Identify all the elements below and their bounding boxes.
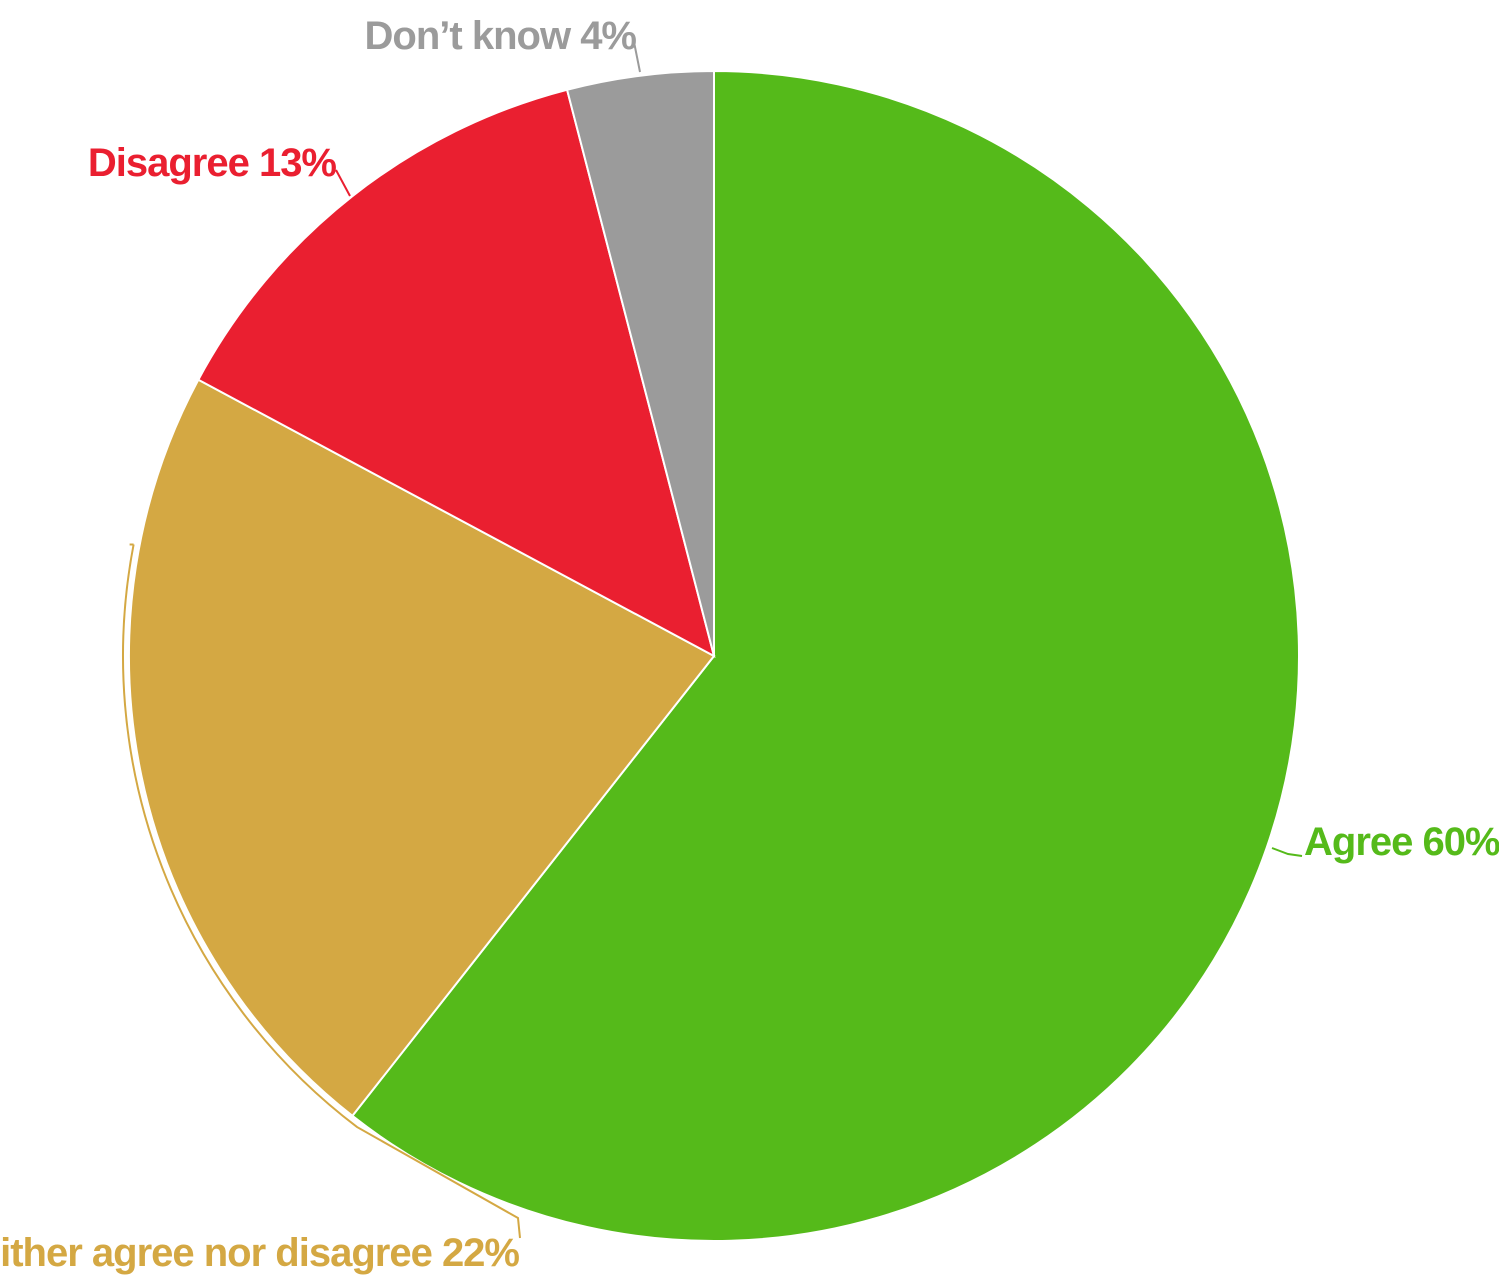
slice-labels: Agree 60% Neither agree nor disagree 22%…: [0, 14, 1499, 1275]
pie-slices: [128, 69, 1300, 1242]
leader-neither: [122, 543, 521, 1239]
label-agree: Agree 60%: [1304, 820, 1499, 864]
slice-neither: [128, 378, 716, 1118]
label-dont-know: Don’t know 4%: [365, 14, 637, 58]
slice-dont-know: [565, 69, 715, 657]
leader-disagree: [335, 169, 351, 197]
label-neither: Neither agree nor disagree 22%: [0, 1231, 519, 1275]
leader-dont-know: [633, 41, 641, 73]
leader-lines: [122, 41, 1303, 1239]
slice-agree: [350, 69, 1300, 1242]
leader-agree: [1271, 847, 1303, 857]
slice-disagree: [196, 88, 716, 658]
label-disagree: Disagree 13%: [88, 141, 337, 185]
